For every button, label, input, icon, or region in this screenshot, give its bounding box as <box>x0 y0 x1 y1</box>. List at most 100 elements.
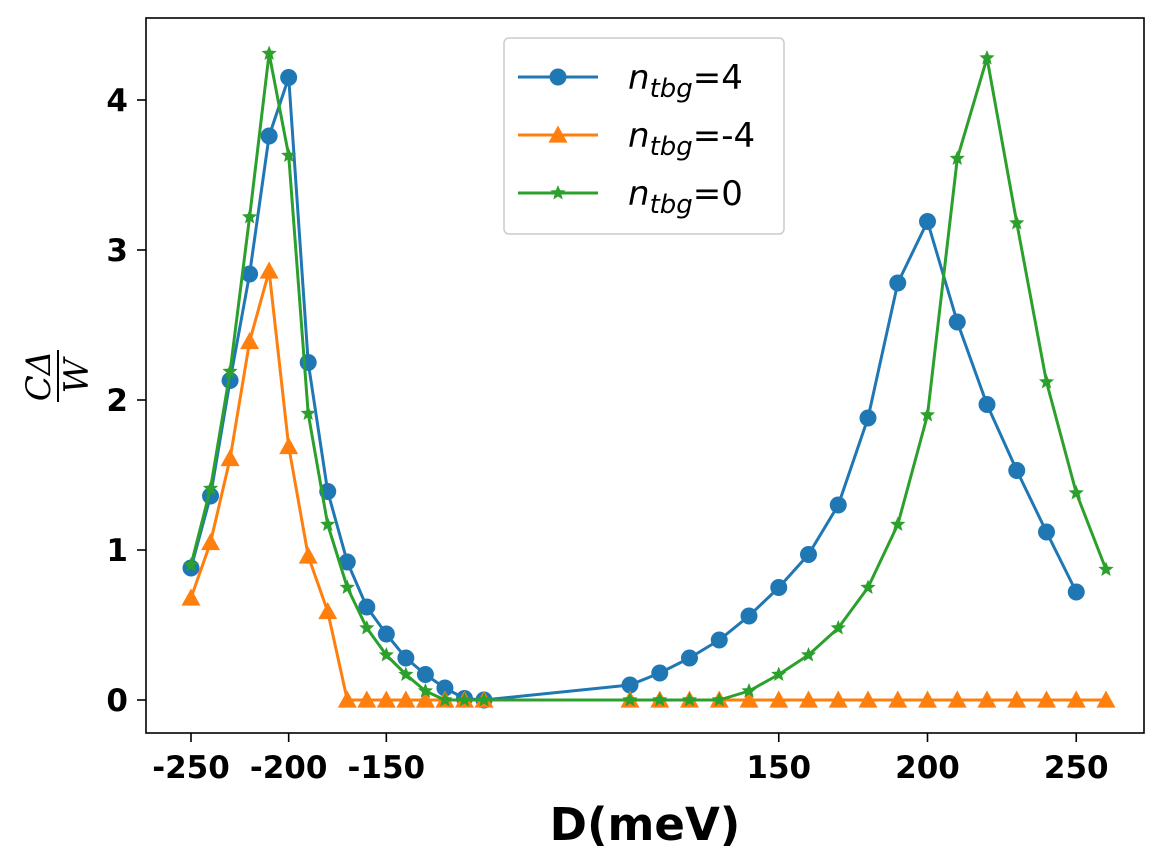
data-point <box>681 692 698 707</box>
data-point <box>800 546 817 563</box>
data-point <box>828 690 848 708</box>
x-tick-label: 250 <box>1044 750 1109 786</box>
data-point <box>436 679 454 697</box>
legend-box <box>503 37 785 235</box>
data-point <box>1096 690 1116 708</box>
data-point <box>298 546 318 564</box>
data-point <box>300 405 316 420</box>
data-point <box>260 127 278 145</box>
data-point <box>241 265 259 283</box>
legend-label: ntbg=-4 <box>628 116 755 162</box>
data-point <box>378 647 394 662</box>
data-point <box>396 690 416 708</box>
data-point <box>621 676 639 694</box>
plot-frame <box>145 17 1145 734</box>
data-point <box>890 516 906 531</box>
data-point <box>1038 374 1055 389</box>
data-point <box>652 692 668 707</box>
data-point <box>1008 462 1026 479</box>
data-point <box>651 664 669 682</box>
legend-marker <box>550 185 566 200</box>
data-point <box>1007 690 1027 708</box>
series-line <box>189 76 1078 702</box>
data-point <box>741 683 757 698</box>
data-point <box>622 692 638 707</box>
data-point <box>918 690 937 708</box>
data-point <box>1068 485 1084 500</box>
data-point <box>1067 583 1085 601</box>
data-point <box>859 409 877 427</box>
data-point <box>222 363 238 378</box>
data-point <box>947 690 967 708</box>
data-point <box>978 396 996 413</box>
y-label-denominator: W <box>57 355 97 393</box>
data-point <box>710 631 728 649</box>
data-point <box>318 602 338 620</box>
data-point <box>397 649 415 667</box>
x-tick-label: 200 <box>895 750 960 786</box>
y-axis-label: CΔ W <box>19 350 97 402</box>
data-point <box>337 690 357 708</box>
data-point <box>280 69 298 86</box>
data-point <box>357 690 377 708</box>
data-point <box>376 690 396 708</box>
data-point <box>241 209 258 224</box>
data-point <box>681 649 698 667</box>
data-point <box>183 557 199 572</box>
data-point <box>711 692 727 707</box>
legend-label: ntbg=4 <box>628 58 743 104</box>
x-tick-label: -150 <box>348 750 426 786</box>
data-point <box>977 690 997 708</box>
axis-ticks: 0 1 2 3 4 -250 -200 -150 150 200 250 <box>106 83 1108 786</box>
y-label-numerator: CΔ <box>19 351 59 402</box>
data-point <box>398 666 414 681</box>
data-point <box>417 683 434 698</box>
data-point <box>740 607 758 625</box>
data-point <box>1066 690 1086 708</box>
legend-label: ntbg=0 <box>628 174 743 220</box>
data-point <box>948 313 966 331</box>
data-point <box>860 579 876 594</box>
data-point <box>202 480 219 495</box>
data-point <box>476 692 492 707</box>
data-point <box>339 579 355 594</box>
data-point <box>949 150 965 165</box>
data-point <box>279 437 299 455</box>
data-point <box>919 213 936 230</box>
x-axis-label: D(meV) <box>550 798 741 851</box>
data-point <box>220 449 240 467</box>
data-point <box>359 620 375 635</box>
x-tick-label: -250 <box>152 750 230 786</box>
data-point <box>1038 523 1055 541</box>
data-point <box>320 516 336 531</box>
series-group <box>181 45 1116 709</box>
data-point <box>181 588 201 606</box>
data-point <box>281 147 297 162</box>
data-point <box>358 598 376 616</box>
data-point <box>259 261 279 279</box>
data-point <box>416 666 434 683</box>
data-point <box>979 50 995 65</box>
data-point <box>771 666 787 681</box>
data-point <box>889 274 907 292</box>
x-tick-label: 150 <box>746 750 811 786</box>
x-tick-label: -200 <box>250 750 328 786</box>
data-point <box>201 533 221 551</box>
data-point <box>338 553 356 571</box>
legend-marker <box>548 125 568 143</box>
data-point <box>377 625 395 643</box>
legend-marker <box>549 68 567 86</box>
data-point <box>1098 561 1114 576</box>
data-point <box>261 45 277 60</box>
data-point <box>888 690 908 708</box>
legend: ntbg=4 ntbg=-4 ntbg=0 <box>503 37 785 235</box>
y-tick-label: 4 <box>106 83 128 119</box>
data-point <box>799 690 818 708</box>
data-point <box>240 332 260 350</box>
y-tick-label: 1 <box>106 533 128 569</box>
data-point <box>299 354 317 371</box>
series-star <box>183 45 1114 707</box>
data-point <box>456 692 473 707</box>
data-point <box>770 579 788 596</box>
